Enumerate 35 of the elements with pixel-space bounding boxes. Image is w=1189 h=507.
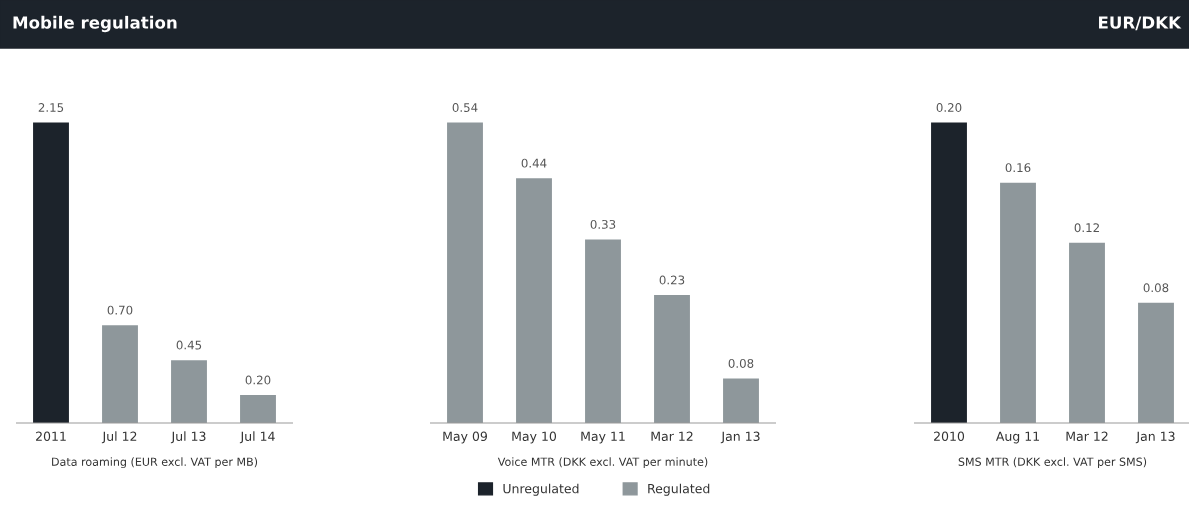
data-label: 0.70	[107, 305, 133, 315]
x-tick-label: 2011	[36, 431, 66, 442]
x-tick-label: May 11	[581, 431, 625, 444]
chart-subtitle: EUR/DKK	[1099, 16, 1182, 31]
x-tick-label: May 09	[443, 431, 487, 444]
data-label: 0.16	[1005, 163, 1031, 173]
bar	[33, 122, 69, 423]
x-tick-label: Mar 12	[651, 431, 693, 442]
x-tick-label: Jul 14	[239, 431, 275, 444]
data-label: 0.33	[590, 219, 616, 229]
legend-label: Unregulated	[503, 483, 579, 496]
data-label: 0.44	[521, 158, 547, 168]
x-axis-title: Data roaming (EUR excl. VAT per MB)	[52, 457, 258, 469]
data-label: 0.54	[452, 103, 478, 112]
bar	[931, 122, 967, 423]
x-axis-title: Voice MTR (DKK excl. VAT per minute)	[497, 457, 708, 469]
x-tick-label: May 10	[512, 431, 557, 444]
x-axis-title: SMS MTR (DKK excl. VAT per SMS)	[958, 457, 1147, 469]
chart-title: Mobile regulation	[13, 15, 177, 33]
data-label: 0.08	[1143, 283, 1169, 293]
data-label: 2.15	[38, 103, 64, 112]
x-tick-label: Jan 13	[1135, 431, 1175, 444]
data-label: 0.20	[245, 375, 271, 385]
x-tick-label: Aug 11	[995, 431, 1039, 444]
x-tick-label: Jul 12	[101, 431, 137, 444]
x-tick-label: Jan 13	[720, 431, 760, 444]
data-label: 0.08	[728, 358, 754, 368]
x-tick-label: Mar 12	[1066, 431, 1108, 442]
data-label: 0.20	[936, 103, 962, 112]
legend-label: Regulated	[648, 483, 710, 496]
x-tick-label: Jul 13	[170, 431, 206, 444]
data-label: 0.45	[176, 340, 202, 350]
data-label: 0.12	[1074, 223, 1099, 233]
data-label: 0.23	[659, 275, 685, 285]
x-tick-label: 2010	[934, 431, 965, 442]
